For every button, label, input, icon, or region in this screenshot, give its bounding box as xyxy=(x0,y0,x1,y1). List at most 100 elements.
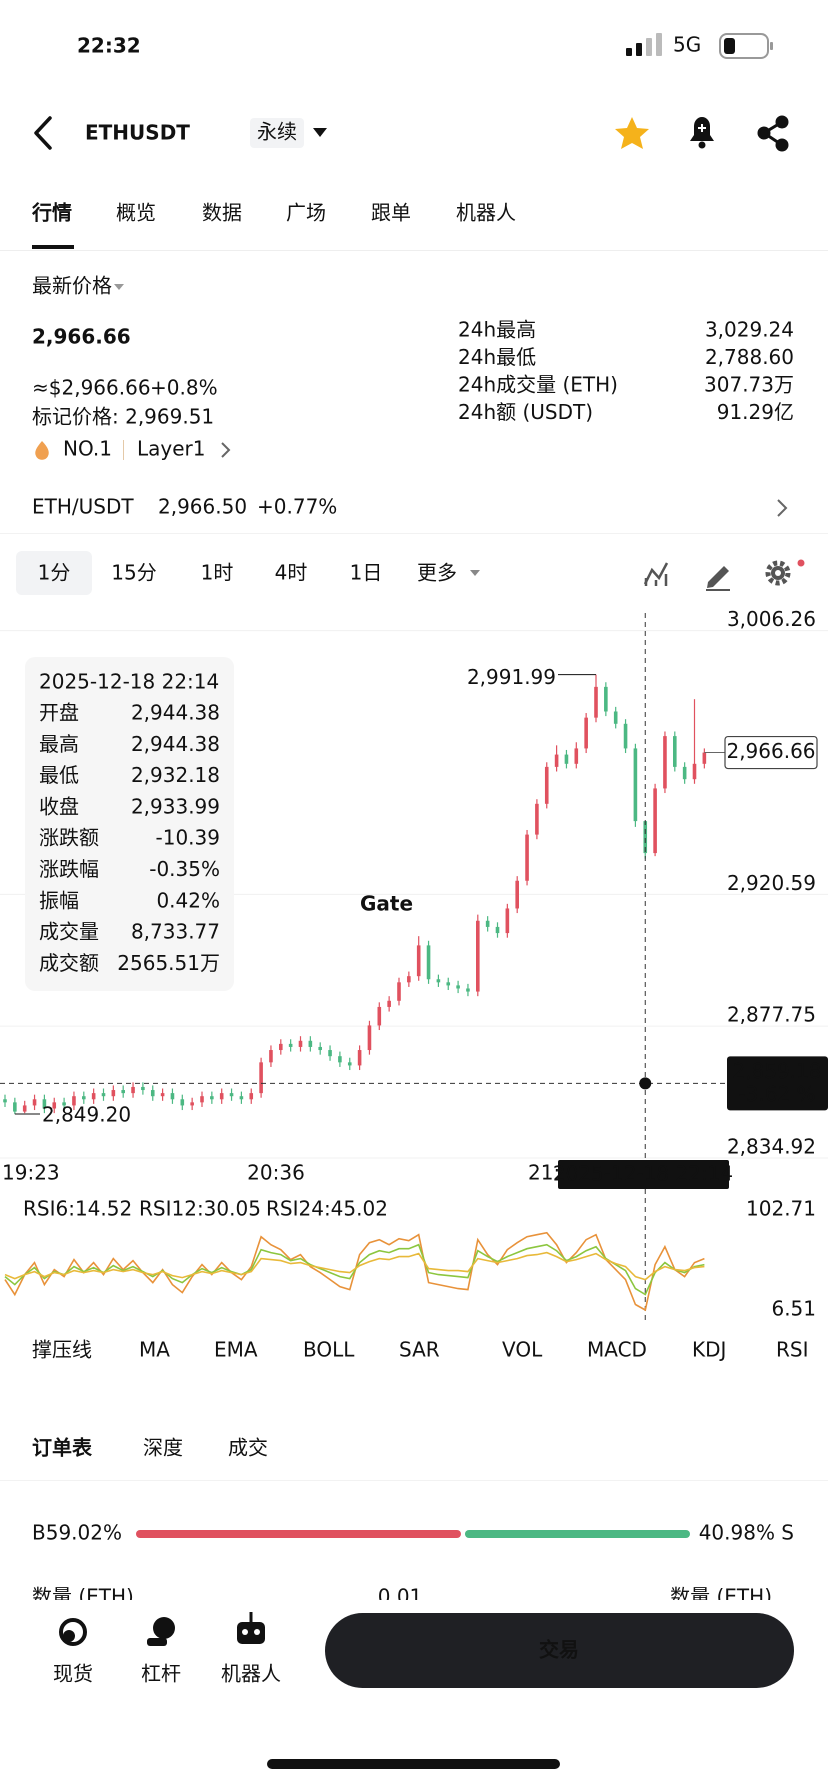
candle-body xyxy=(52,1102,57,1109)
interval[interactable]: 1时 xyxy=(201,561,234,585)
nav-label[interactable]: 杠杆 xyxy=(141,1662,181,1686)
tab[interactable]: 数据 xyxy=(202,201,242,225)
indicator[interactable]: RSI xyxy=(776,1338,809,1362)
nav-label[interactable]: 机器人 xyxy=(221,1662,281,1686)
candle-body xyxy=(180,1099,185,1106)
indicator[interactable]: BOLL xyxy=(303,1338,355,1362)
candle-body xyxy=(338,1056,342,1063)
candle-body xyxy=(239,1096,244,1100)
candle-body xyxy=(446,982,451,986)
candle-body xyxy=(288,1043,293,1047)
caption: 最新价格 xyxy=(32,274,112,298)
tab[interactable]: 机器人 xyxy=(456,201,516,225)
candle-body xyxy=(574,748,579,764)
divider xyxy=(0,1480,828,1481)
indicator[interactable]: SAR xyxy=(399,1338,440,1362)
interval[interactable]: 更多 xyxy=(417,561,457,585)
candle-body xyxy=(426,945,431,980)
nav-label[interactable]: 现货 xyxy=(53,1662,93,1686)
x-tick-label: 20:36 xyxy=(247,1161,305,1185)
dropdown-arrow[interactable] xyxy=(313,128,327,137)
watermark: Gate xyxy=(360,892,413,916)
network: 5G xyxy=(673,33,701,57)
candle-body xyxy=(150,1090,155,1097)
indicator[interactable]: EMA xyxy=(214,1338,258,1362)
indicator[interactable]: MA xyxy=(139,1338,170,1362)
divider xyxy=(0,533,828,534)
candle-body xyxy=(170,1093,175,1100)
candle-body xyxy=(190,1102,194,1106)
buy-ratio: B59.02% xyxy=(32,1521,122,1545)
home-indicator xyxy=(267,1759,560,1769)
badge: 永续 xyxy=(257,120,297,144)
share[interactable] xyxy=(757,115,789,152)
settings-icon[interactable] xyxy=(765,559,805,586)
crosshair-price: 2,859.18 xyxy=(732,1059,821,1083)
tooltip-time: 2025-12-18 22:14 xyxy=(39,670,219,694)
trade-label[interactable]: 交易 xyxy=(539,1638,579,1662)
chevron[interactable] xyxy=(221,442,231,458)
rsi-line xyxy=(4,1251,705,1281)
candle-body xyxy=(367,1025,372,1051)
alert-bell[interactable] xyxy=(690,117,714,149)
candle-body xyxy=(485,920,490,927)
back-button[interactable] xyxy=(34,116,52,150)
interval[interactable]: 4时 xyxy=(275,561,308,585)
interval[interactable]: 1日 xyxy=(350,561,383,585)
interval[interactable]: 15分 xyxy=(111,561,156,585)
tooltip-value: 2,944.38 xyxy=(131,701,220,725)
draw-icon[interactable] xyxy=(706,566,730,591)
stat-value: 91.29亿 xyxy=(717,400,794,424)
candle-body xyxy=(535,803,539,835)
candle-body xyxy=(318,1046,322,1051)
candle-body xyxy=(101,1093,106,1097)
battery xyxy=(719,33,773,59)
orderbook-tab[interactable]: 成交 xyxy=(228,1436,268,1460)
tab[interactable]: 概览 xyxy=(116,201,156,225)
orderbook-tab[interactable]: 深度 xyxy=(143,1436,183,1460)
tag[interactable]: Layer1 xyxy=(137,437,206,461)
candle-body xyxy=(476,920,480,992)
stat-label: 24h成交量 (ETH) xyxy=(458,373,618,397)
candle-body xyxy=(160,1093,165,1097)
indicator[interactable]: MACD xyxy=(587,1338,647,1362)
tooltip-value: -0.35% xyxy=(149,857,220,881)
min-label: 2,849.20 xyxy=(42,1103,131,1127)
indicator-icon[interactable] xyxy=(643,562,669,586)
badge-bg xyxy=(250,118,304,148)
last-label: 2,966.66 xyxy=(726,739,815,763)
stat-value: 3,029.24 xyxy=(705,318,794,342)
interval[interactable]: 1分 xyxy=(38,561,71,585)
indicator[interactable]: 撑压线 xyxy=(32,1338,92,1362)
indicator[interactable]: KDJ xyxy=(692,1338,726,1362)
favorite-star[interactable] xyxy=(615,117,649,149)
candle-body xyxy=(613,711,618,724)
status-time: 22:32 xyxy=(77,34,141,58)
candle-body xyxy=(308,1040,313,1047)
max-label: 2,991.99 xyxy=(467,665,556,689)
tooltip-value: 0.42% xyxy=(156,888,220,912)
candle-body xyxy=(505,908,510,934)
chevron[interactable] xyxy=(777,499,788,517)
nav-icon xyxy=(153,1617,175,1639)
tab[interactable]: 广场 xyxy=(286,201,326,225)
change: +0.8% xyxy=(150,376,218,400)
candle-body xyxy=(554,754,559,767)
nav-icon xyxy=(147,1638,167,1646)
candle-body xyxy=(623,723,628,749)
y-tick-label: 3,006.26 xyxy=(727,607,816,631)
tooltip-label: 振幅 xyxy=(39,888,79,912)
orderbook-tab[interactable]: 订单表 xyxy=(32,1436,93,1460)
rsi-line xyxy=(4,1243,705,1296)
more-arrow[interactable] xyxy=(470,570,480,576)
crosshair-time-box xyxy=(558,1160,729,1189)
trade-button[interactable] xyxy=(325,1613,794,1688)
candle-body xyxy=(357,1050,362,1066)
tooltip-label: 成交量 xyxy=(39,920,99,944)
tab[interactable]: 跟单 xyxy=(371,201,411,225)
tab[interactable]: 行情 xyxy=(31,201,72,225)
indicator[interactable]: VOL xyxy=(502,1338,543,1362)
stat-value: 307.73万 xyxy=(704,373,794,397)
tooltip-label: 成交额 xyxy=(39,951,99,975)
